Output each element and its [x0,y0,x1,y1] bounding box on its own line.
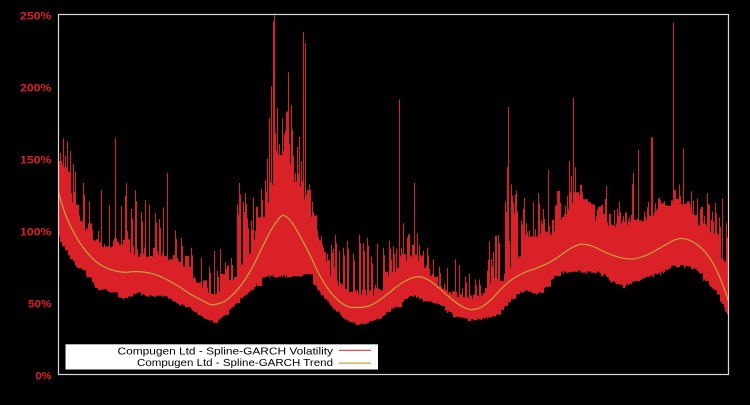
svg-text:100%: 100% [20,226,52,238]
svg-text:200%: 200% [20,82,52,94]
svg-text:0%: 0% [36,370,52,382]
svg-text:Compugen Ltd - Spline-GARCH Vo: Compugen Ltd - Spline-GARCH Volatility [118,345,334,357]
svg-text:150%: 150% [20,154,52,166]
svg-text:50%: 50% [28,298,52,310]
svg-text:250%: 250% [20,10,52,22]
svg-text:Compugen Ltd - Spline-GARCH Tr: Compugen Ltd - Spline-GARCH Trend [137,357,333,369]
